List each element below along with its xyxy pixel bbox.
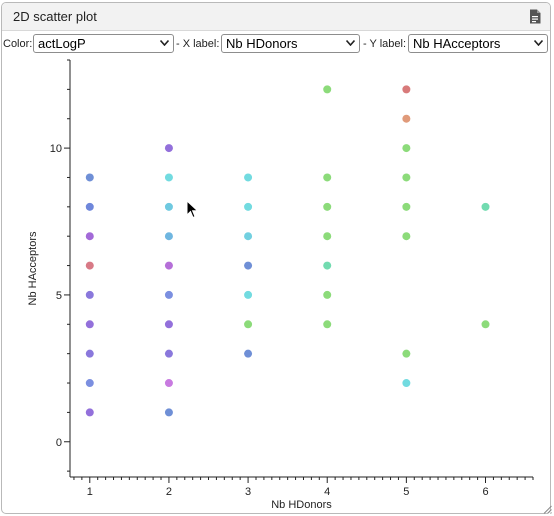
color-label: Color:	[3, 38, 33, 50]
document-export-icon[interactable]	[529, 9, 541, 24]
data-point[interactable]	[323, 85, 332, 94]
plot-controls: Color: actLogP - X label: Nb HDonors - Y…	[2, 33, 550, 55]
data-point[interactable]	[85, 349, 94, 358]
y-axis-title: Nb HAcceptors	[27, 231, 39, 305]
x-tick-label: 3	[245, 486, 251, 498]
data-point[interactable]	[164, 320, 173, 329]
mouse-cursor-icon	[186, 200, 199, 219]
data-point[interactable]	[85, 232, 94, 241]
data-point[interactable]	[402, 114, 411, 123]
y-tick-label: 0	[56, 437, 62, 449]
data-point[interactable]	[164, 232, 173, 241]
data-point[interactable]	[164, 173, 173, 182]
color-select[interactable]: actLogP	[33, 34, 174, 53]
data-point[interactable]	[164, 202, 173, 211]
data-point[interactable]	[323, 320, 332, 329]
data-point[interactable]	[164, 144, 173, 153]
data-point[interactable]	[323, 173, 332, 182]
data-point[interactable]	[85, 290, 94, 299]
chevron-down-icon	[534, 40, 543, 46]
data-point[interactable]	[481, 202, 490, 211]
color-select-value: actLogP	[38, 36, 86, 51]
data-point[interactable]	[244, 261, 253, 270]
data-point[interactable]	[323, 202, 332, 211]
x-tick-label: 2	[166, 486, 172, 498]
panel-title: 2D scatter plot	[13, 9, 97, 24]
x-label-select-value: Nb HDonors	[226, 36, 298, 51]
data-point[interactable]	[402, 349, 411, 358]
chevron-down-icon	[160, 40, 169, 46]
data-point[interactable]	[244, 232, 253, 241]
x-tick-label: 1	[87, 486, 93, 498]
y-tick-label: 5	[56, 290, 62, 302]
data-point[interactable]	[164, 408, 173, 417]
data-point[interactable]	[323, 232, 332, 241]
data-point[interactable]	[164, 261, 173, 270]
x-tick-label: 6	[482, 486, 488, 498]
data-point[interactable]	[402, 85, 411, 94]
data-point[interactable]	[244, 290, 253, 299]
data-point[interactable]	[244, 320, 253, 329]
x-label-label: - X label:	[176, 38, 220, 50]
data-point[interactable]	[164, 379, 173, 388]
data-point[interactable]	[85, 320, 94, 329]
data-point[interactable]	[85, 261, 94, 270]
panel-titlebar: 2D scatter plot	[2, 3, 550, 31]
data-point[interactable]	[85, 173, 94, 182]
data-point[interactable]	[85, 408, 94, 417]
data-point[interactable]	[481, 320, 490, 329]
x-tick-label: 4	[324, 486, 330, 498]
data-point[interactable]	[402, 173, 411, 182]
data-point[interactable]	[85, 202, 94, 211]
data-point[interactable]	[402, 232, 411, 241]
data-point[interactable]	[85, 379, 94, 388]
data-point[interactable]	[244, 349, 253, 358]
x-axis-title: Nb HDonors	[271, 499, 332, 511]
y-label-select-value: Nb HAcceptors	[413, 36, 501, 51]
data-point[interactable]	[244, 173, 253, 182]
data-point[interactable]	[323, 290, 332, 299]
data-point[interactable]	[402, 144, 411, 153]
y-tick-label: 10	[50, 143, 62, 155]
y-label-label: - Y label:	[363, 38, 407, 50]
data-point[interactable]	[164, 290, 173, 299]
data-point[interactable]	[164, 349, 173, 358]
data-point[interactable]	[402, 202, 411, 211]
x-tick-label: 5	[403, 486, 409, 498]
data-point[interactable]	[323, 261, 332, 270]
x-label-select[interactable]: Nb HDonors	[221, 34, 360, 53]
resize-grip-icon[interactable]	[543, 505, 552, 514]
data-point[interactable]	[402, 379, 411, 388]
data-point[interactable]	[244, 202, 253, 211]
chevron-down-icon	[346, 40, 355, 46]
y-label-select[interactable]: Nb HAcceptors	[408, 34, 548, 53]
